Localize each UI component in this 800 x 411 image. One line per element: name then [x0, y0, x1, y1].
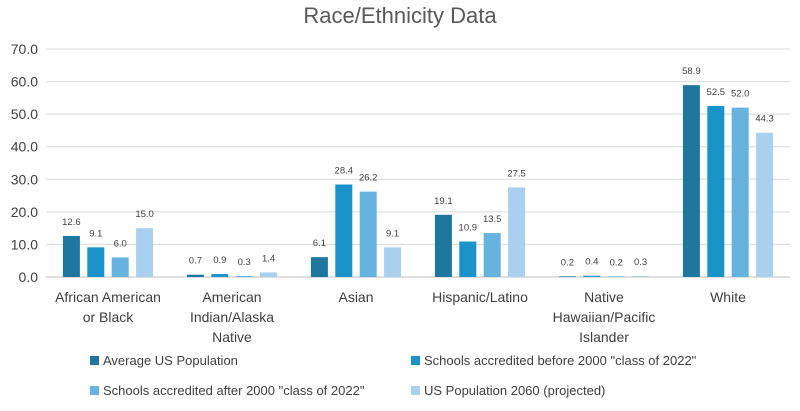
category-label: Indian/Alaska	[190, 309, 274, 325]
legend-swatch	[411, 386, 420, 395]
category-label: African American	[55, 289, 161, 305]
category-label: Asian	[338, 289, 373, 305]
bar	[459, 241, 477, 277]
data-label: 0.9	[213, 255, 226, 266]
bar	[756, 132, 774, 277]
data-label: 0.3	[634, 257, 647, 268]
y-tick-label: 70.0	[11, 41, 38, 57]
data-label: 13.5	[483, 214, 502, 225]
data-label: 52.5	[707, 87, 726, 98]
y-tick-label: 60.0	[11, 74, 38, 90]
legend-item[interactable]: Schools accredited before 2000 "class of…	[411, 353, 697, 368]
legend-label: Schools accredited before 2000 "class of…	[424, 353, 697, 368]
data-label: 58.9	[682, 66, 701, 77]
data-label: 10.9	[459, 222, 478, 233]
data-label: 44.3	[755, 114, 774, 125]
legend-swatch	[411, 356, 420, 365]
legend-item[interactable]: US Population 2060 (projected)	[411, 383, 605, 398]
legend-item[interactable]: Average US Population	[90, 353, 238, 368]
category-label: Hawaiian/Pacific	[553, 309, 656, 325]
category-label: White	[710, 289, 746, 305]
data-label: 15.0	[135, 209, 154, 220]
data-label: 26.2	[359, 173, 378, 184]
legend-label: Average US Population	[103, 353, 238, 368]
category-label: Hispanic/Latino	[432, 289, 528, 305]
data-label: 0.2	[610, 257, 623, 268]
y-tick-label: 20.0	[11, 204, 38, 220]
bar	[583, 275, 601, 277]
legend-label: Schools accredited after 2000 "class of …	[103, 383, 365, 398]
bar	[186, 274, 204, 277]
bar	[508, 187, 526, 277]
bar	[111, 257, 129, 277]
data-label: 0.4	[585, 257, 598, 268]
bar	[310, 257, 328, 277]
bar	[235, 276, 253, 277]
legend-swatch	[90, 356, 99, 365]
grid	[46, 48, 790, 278]
bar	[731, 107, 749, 277]
legend-swatch	[90, 386, 99, 395]
data-label: 19.1	[434, 196, 453, 207]
data-label: 0.2	[561, 257, 574, 268]
data-labels: 12.6 9.1 6.0 15.0 0.7 0.9 0.3 1.4 6.1 28.4 26.2 9.1…	[62, 66, 774, 268]
bar	[384, 247, 402, 277]
y-tick-label: 40.0	[11, 139, 38, 155]
legend-item[interactable]: Schools accredited after 2000 "class of …	[90, 383, 365, 398]
data-label: 52.0	[731, 89, 750, 100]
data-label: 27.5	[507, 168, 526, 179]
y-axis: 0.0 10.0 20.0 30.0 40.0 50.0 60.0 70.0	[11, 41, 38, 285]
data-label: 1.4	[262, 253, 275, 264]
y-tick-label: 10.0	[11, 236, 38, 252]
data-label: 6.1	[313, 238, 326, 249]
y-tick-label: 50.0	[11, 106, 38, 122]
data-label: 6.0	[114, 238, 127, 249]
bar	[607, 276, 625, 277]
bar	[483, 233, 501, 277]
y-tick-label: 0.0	[19, 269, 39, 285]
bar	[87, 247, 105, 277]
bar	[335, 184, 353, 277]
bar	[136, 228, 154, 277]
data-label: 0.7	[189, 256, 202, 267]
bar	[260, 272, 278, 277]
category-label: Native	[584, 289, 624, 305]
bar	[211, 274, 229, 277]
data-label: 28.4	[335, 165, 354, 176]
data-label: 0.3	[238, 257, 251, 268]
legend[interactable]: Average US Population Schools accredited …	[90, 353, 697, 398]
category-label: Native	[212, 329, 252, 345]
bar	[359, 191, 377, 277]
data-label: 9.1	[89, 228, 102, 239]
chart-title: Race/Ethnicity Data	[303, 3, 497, 28]
data-label: 12.6	[62, 217, 81, 228]
y-tick-label: 30.0	[11, 171, 38, 187]
category-label: American	[202, 289, 261, 305]
bar	[434, 214, 452, 277]
bar	[632, 276, 650, 277]
bar	[682, 85, 700, 277]
legend-label: US Population 2060 (projected)	[424, 383, 605, 398]
bar	[558, 276, 576, 277]
bars	[62, 85, 774, 277]
data-label: 9.1	[386, 228, 399, 239]
bar	[707, 106, 725, 277]
x-axis: African American or Black American Indian/A…	[55, 289, 746, 345]
category-label: Islander	[579, 329, 629, 345]
bar	[62, 235, 80, 277]
category-label: or Black	[83, 309, 135, 325]
